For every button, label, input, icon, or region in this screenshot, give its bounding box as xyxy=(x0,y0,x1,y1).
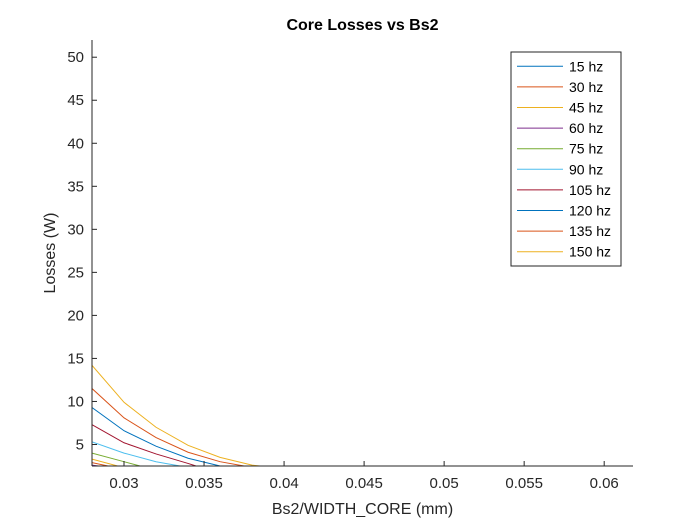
y-tick-label: 20 xyxy=(67,307,84,324)
series-line-105-hz xyxy=(92,424,197,466)
legend-label: 45 hz xyxy=(569,100,603,116)
series-line-120-hz xyxy=(92,407,221,466)
y-tick-label: 50 xyxy=(67,49,84,66)
x-tick-label: 0.045 xyxy=(345,475,383,492)
x-tick-label: 0.04 xyxy=(269,475,298,492)
series-line-30-hz xyxy=(92,462,109,466)
y-tick-label: 25 xyxy=(67,264,84,281)
x-tick-label: 0.03 xyxy=(109,475,138,492)
series-layer xyxy=(92,364,261,466)
axes-layer: 0.03 0.035 0.04 0.045 0.05 0.055 0.06 5 10 15 20 25… xyxy=(67,40,633,492)
legend-label: 30 hz xyxy=(569,79,603,95)
x-tick-label: 0.06 xyxy=(590,475,619,492)
chart-title: Core Losses vs Bs2 xyxy=(286,17,438,34)
legend-label: 105 hz xyxy=(569,182,611,198)
x-tick-label: 0.05 xyxy=(430,475,459,492)
legend-label: 75 hz xyxy=(569,141,603,157)
series-line-90-hz xyxy=(92,441,181,466)
series-line-45-hz xyxy=(92,458,118,466)
x-axis-title: Bs2/WIDTH_CORE (mm) xyxy=(272,501,453,518)
legend-label: 90 hz xyxy=(569,161,603,177)
legend: 15 hz 30 hz 45 hz 60 hz 75 hz 90 hz 105 hz 120 … xyxy=(510,51,622,267)
x-tick-label: 0.055 xyxy=(505,475,543,492)
y-tick-label: 10 xyxy=(67,393,84,410)
x-tick-label: 0.035 xyxy=(185,475,223,492)
y-axis-title: Losses (W) xyxy=(42,213,59,294)
legend-box xyxy=(510,51,622,267)
y-tick-label: 15 xyxy=(67,350,84,367)
y-tick-label: 35 xyxy=(67,178,84,195)
legend-label: 60 hz xyxy=(569,120,603,136)
legend-label: 15 hz xyxy=(569,58,603,74)
legend-label: 120 hz xyxy=(569,203,611,219)
series-line-135-hz xyxy=(92,388,245,466)
y-tick-label: 40 xyxy=(67,135,84,152)
y-tick-label: 45 xyxy=(67,92,84,109)
legend-label: 135 hz xyxy=(569,223,611,239)
y-tick-label: 5 xyxy=(76,436,84,453)
legend-label: 150 hz xyxy=(569,244,611,260)
y-tick-label: 30 xyxy=(67,221,84,238)
series-line-150-hz xyxy=(92,364,261,466)
